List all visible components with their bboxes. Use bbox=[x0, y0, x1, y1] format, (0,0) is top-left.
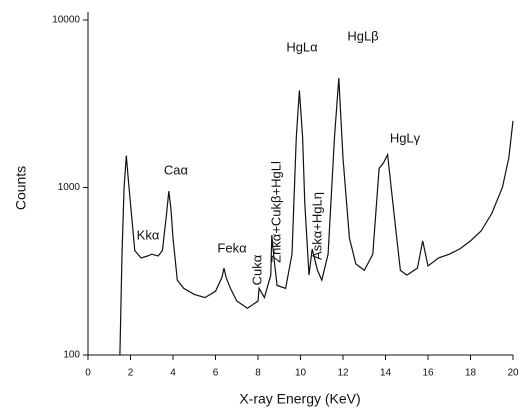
x-tick-label: 16 bbox=[422, 368, 434, 379]
x-tick-label: 6 bbox=[213, 368, 219, 379]
peak-annotation: Caα bbox=[164, 162, 189, 177]
y-tick-label: 1000 bbox=[58, 182, 81, 193]
peak-annotation: Askα+HgLη bbox=[309, 192, 324, 260]
spectrum-line bbox=[119, 78, 514, 356]
peak-annotation: HgLα bbox=[286, 39, 318, 54]
peak-annotation: Cukα bbox=[249, 254, 264, 285]
peak-annotation: Znkα+Cukβ+HgLl bbox=[268, 161, 283, 263]
peak-annotation: HgLβ bbox=[347, 28, 378, 43]
peak-annotation: Kkα bbox=[137, 227, 160, 242]
x-tick-label: 0 bbox=[85, 368, 91, 379]
x-tick-label: 2 bbox=[128, 368, 134, 379]
peak-annotation: HgLγ bbox=[390, 130, 421, 145]
y-tick-label: 100 bbox=[63, 350, 80, 361]
x-axis-label: X-ray Energy (KeV) bbox=[239, 391, 360, 407]
y-tick-label: 10000 bbox=[52, 15, 80, 26]
y-axis-label: Counts bbox=[13, 166, 29, 210]
x-tick-label: 18 bbox=[465, 368, 477, 379]
x-tick-label: 8 bbox=[255, 368, 261, 379]
x-tick-label: 20 bbox=[507, 368, 519, 379]
peak-annotation: Fekα bbox=[217, 240, 247, 255]
x-tick-label: 14 bbox=[380, 368, 392, 379]
x-tick-label: 10 bbox=[295, 368, 307, 379]
x-tick-label: 12 bbox=[337, 368, 349, 379]
x-tick-label: 4 bbox=[170, 368, 176, 379]
